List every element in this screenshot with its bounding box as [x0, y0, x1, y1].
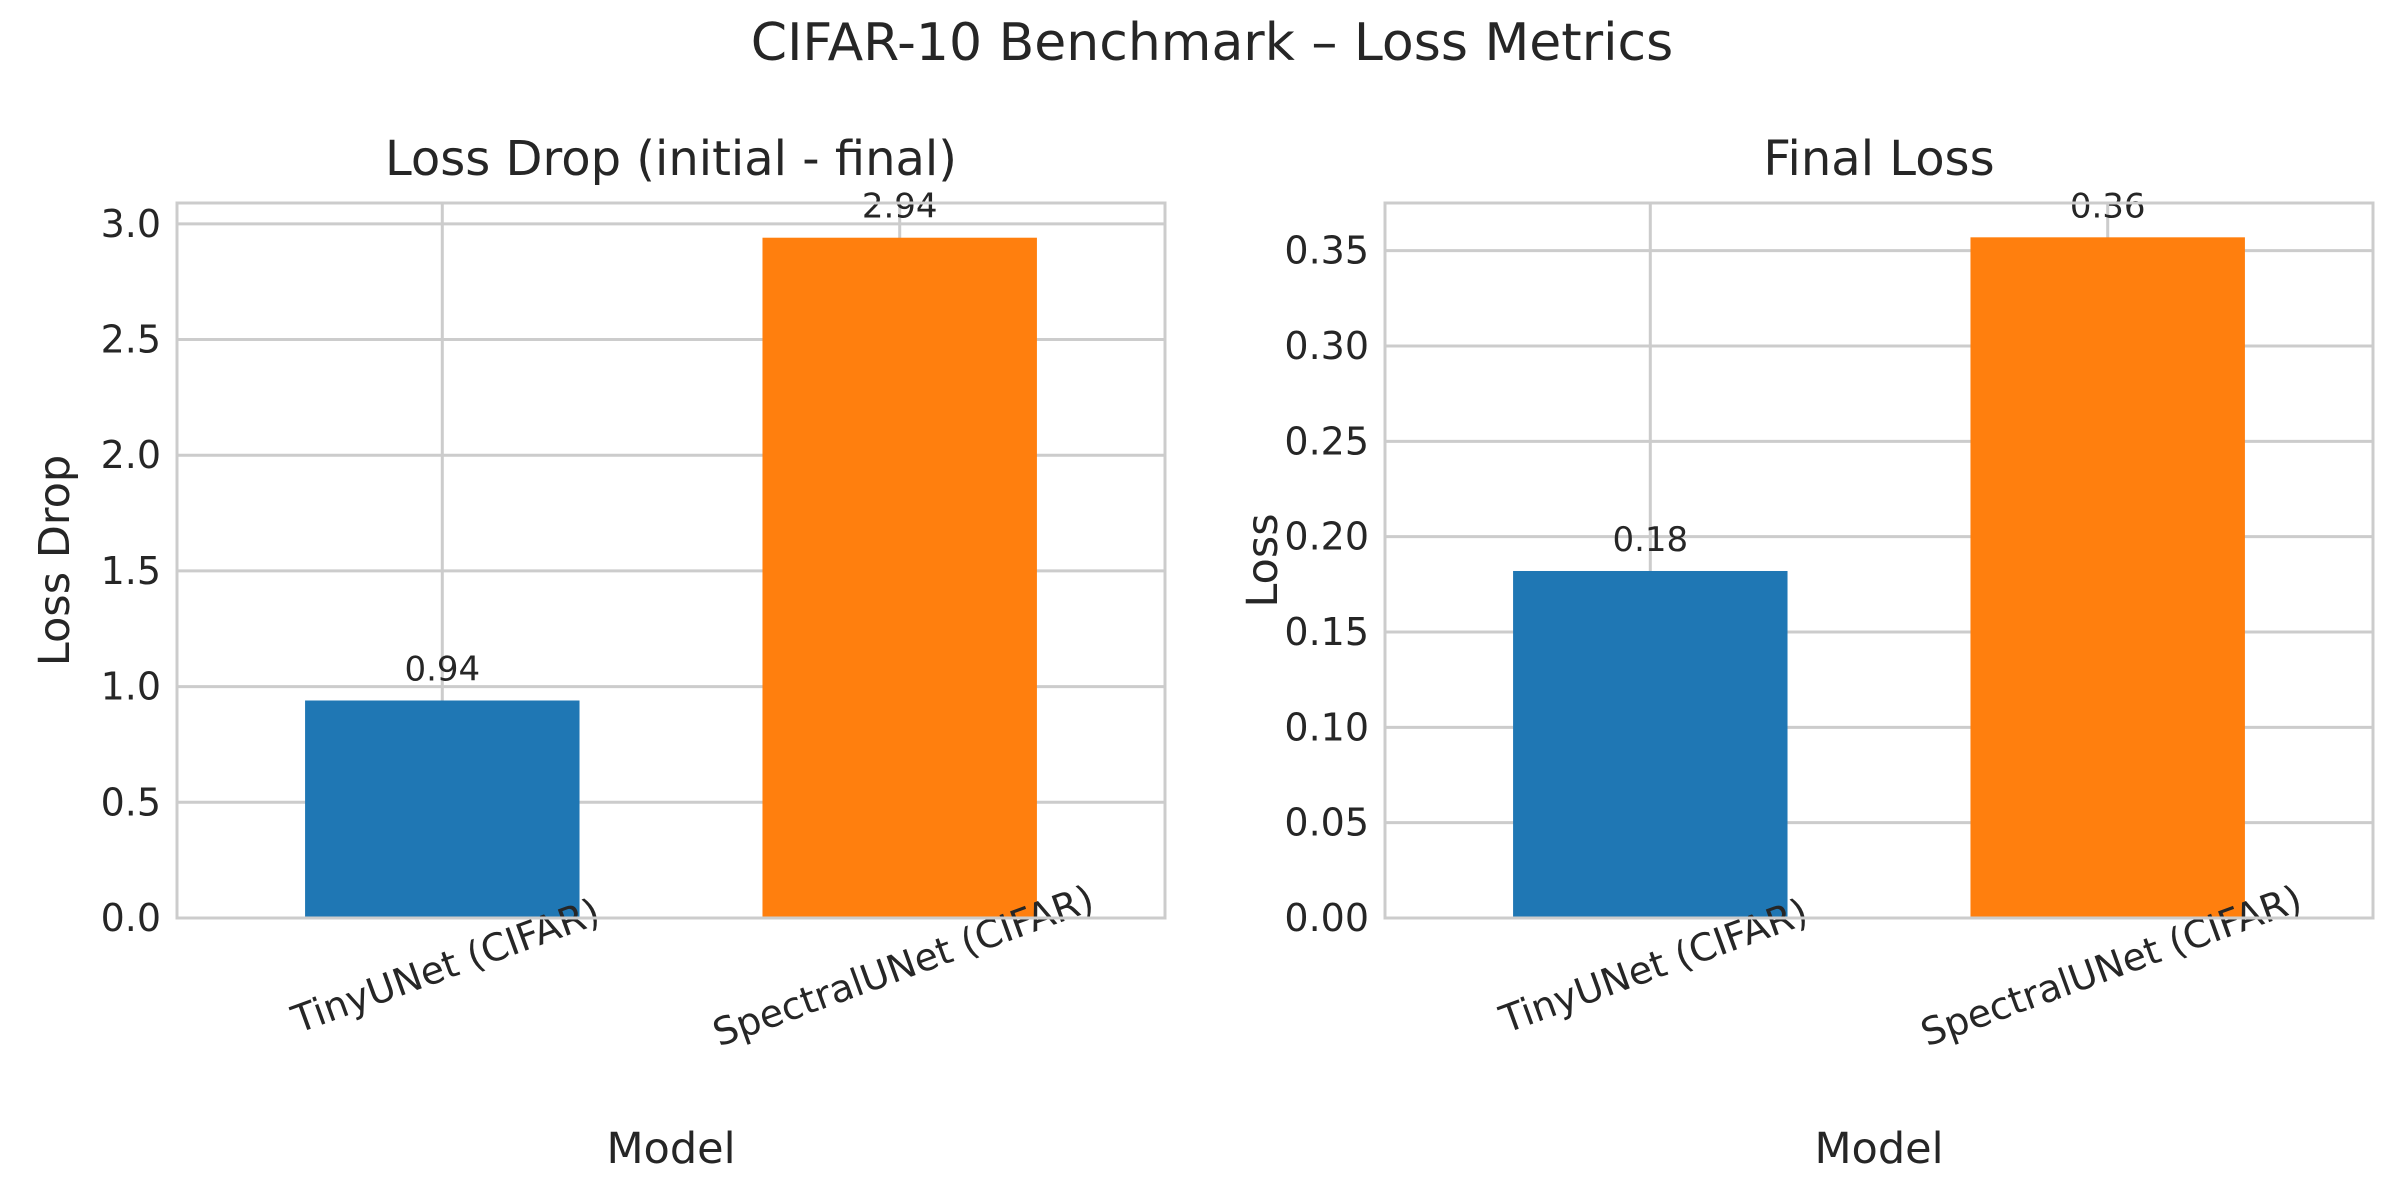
y-axis-label: Loss Drop [30, 455, 80, 666]
bar-spectralunet [762, 237, 1037, 918]
bar-value-label: 0.36 [2070, 186, 2146, 226]
x-axis-label: Model [606, 1124, 735, 1174]
chart-title: Loss Drop (initial - final) [385, 131, 957, 187]
y-tick-label: 1.0 [101, 665, 161, 709]
y-axis-label: Loss [1238, 513, 1288, 607]
y-tick-label: 0.20 [1284, 515, 1369, 559]
y-tick-label: 0.35 [1284, 229, 1369, 273]
y-tick-label: 1.5 [101, 549, 161, 593]
x-axis-label: Model [1814, 1124, 1943, 1174]
bar-value-label: 0.18 [1612, 520, 1688, 560]
bar-value-label: 0.94 [404, 649, 480, 689]
y-tick-label: 0.30 [1284, 324, 1369, 368]
y-tick-label: 0.00 [1284, 896, 1369, 940]
bar-spectralunet [1970, 237, 2245, 918]
y-tick-label: 2.0 [101, 433, 161, 477]
y-tick-label: 2.5 [101, 318, 161, 362]
y-tick-label: 0.05 [1284, 801, 1369, 845]
y-tick-label: 0.25 [1284, 419, 1369, 463]
y-tick-label: 0.5 [101, 780, 161, 824]
axes-frame [1383, 201, 2375, 920]
y-tick-label: 0.15 [1284, 610, 1369, 654]
y-tick-label: 0.0 [101, 896, 161, 940]
axes-frame [175, 201, 1167, 920]
y-tick-label: 0.10 [1284, 705, 1369, 749]
y-tick-label: 3.0 [101, 202, 161, 246]
final-loss-chart: 0.00 0.05 0.10 0.15 0.20 0.25 0.30 0.35 0.18 0.36… [1238, 131, 2375, 1174]
chart-title: Final Loss [1763, 131, 1994, 187]
bar-value-label: 2.94 [862, 187, 938, 227]
bar-tinyunet [305, 700, 580, 918]
bar-tinyunet [1513, 570, 1788, 918]
figure-title: CIFAR-10 Benchmark – Loss Metrics [751, 13, 1673, 73]
